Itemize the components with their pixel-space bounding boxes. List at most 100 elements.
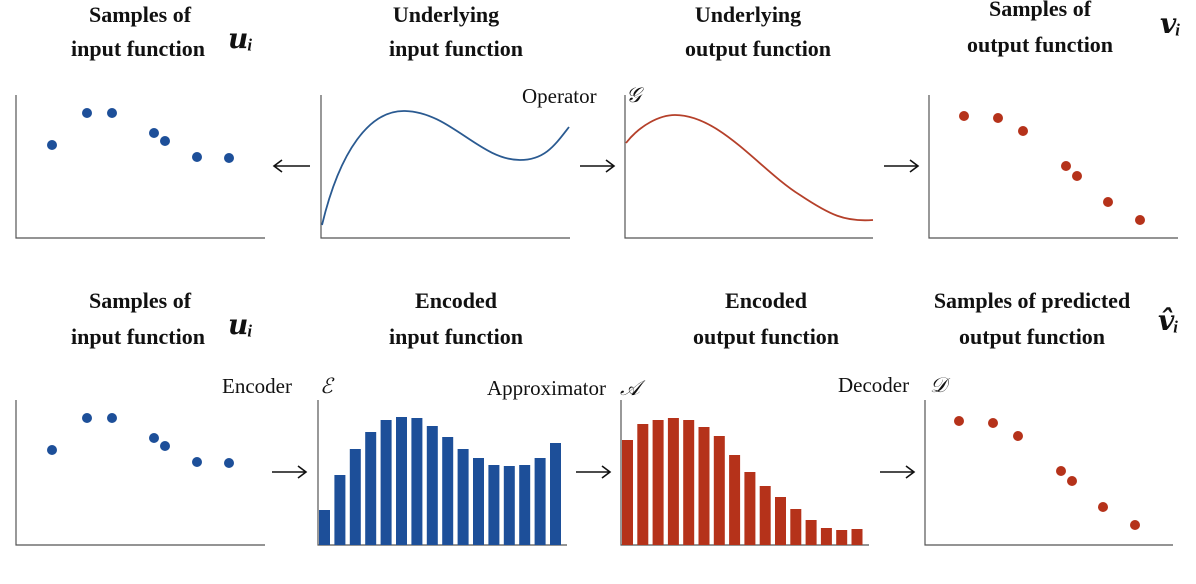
sample-dot — [1061, 161, 1071, 171]
axis — [15, 400, 265, 546]
encoded-bar — [519, 465, 531, 545]
encoded-bar — [365, 432, 377, 545]
encoded-bar — [820, 528, 832, 545]
encoded-bar — [334, 475, 346, 545]
arrow — [272, 465, 308, 479]
operator-label: Decoder — [838, 373, 909, 397]
sample-dot — [959, 111, 969, 121]
symbol: 𝒗̂ᵢ — [1158, 306, 1179, 337]
panel-title: Encoded — [415, 288, 497, 313]
sample-dot — [224, 458, 234, 468]
encoded-bar — [667, 418, 679, 545]
sample-dot — [1103, 197, 1113, 207]
encoded-bar — [775, 497, 786, 545]
sample-dot — [107, 413, 117, 423]
arrow — [884, 159, 920, 173]
symbol: 𝒖ᵢ — [228, 310, 253, 341]
panel-title: Encoded — [725, 288, 807, 313]
encoded-bar — [637, 424, 649, 545]
operator-symbol: 𝒟 — [930, 373, 951, 397]
sample-dot — [192, 152, 202, 162]
encoded-bar — [851, 529, 863, 545]
sample-dot — [192, 457, 202, 467]
sample-dot — [149, 128, 159, 138]
operator-labels: Operator 𝒢 Encoder ℰ Approximator 𝒜 Deco… — [222, 83, 951, 400]
axis — [924, 400, 1173, 546]
sample-dot — [988, 418, 998, 428]
encoded-bar — [411, 418, 423, 545]
sample-dot — [224, 153, 234, 163]
encoded-bar — [759, 486, 771, 545]
sample-dot — [82, 413, 92, 423]
arrow — [880, 465, 916, 479]
sample-dot — [47, 445, 57, 455]
arrow — [272, 159, 310, 173]
panel-title: input function — [71, 324, 205, 349]
sample-dot — [1067, 476, 1077, 486]
sample-dot — [107, 108, 117, 118]
panel-title: output function — [685, 36, 831, 61]
encoded-bar — [622, 440, 633, 545]
sample-dot — [160, 136, 170, 146]
operator-symbol: 𝒢 — [626, 83, 644, 107]
panel-title: input function — [71, 36, 205, 61]
symbol: 𝒗ᵢ — [1160, 9, 1181, 40]
sample-dot — [1056, 466, 1066, 476]
encoded-bar — [790, 509, 802, 545]
operator-label: Approximator — [487, 376, 606, 400]
encoded-bar — [319, 510, 330, 545]
panel-title: Samples of predicted — [934, 288, 1130, 313]
encoded-bar — [457, 449, 469, 545]
encoded-bar — [683, 420, 695, 545]
sample-dot — [1072, 171, 1082, 181]
operator-symbol: ℰ — [320, 374, 335, 398]
encoded-bar — [380, 420, 392, 545]
axes — [15, 95, 1178, 546]
panel-title: output function — [693, 324, 839, 349]
axis — [624, 95, 873, 239]
output-curve — [625, 114, 874, 222]
encoded-bar — [503, 466, 515, 545]
encoded-bar — [713, 436, 725, 545]
encoded-bar — [550, 443, 561, 545]
operator-label: Encoder — [222, 374, 292, 398]
sample-dot — [1098, 502, 1108, 512]
sample-dot — [1130, 520, 1140, 530]
panel-title: Underlying — [393, 2, 499, 27]
sample-dot — [160, 441, 170, 451]
axis — [620, 400, 869, 546]
panel-title: Samples of — [89, 288, 192, 313]
arrows — [272, 159, 920, 479]
encoded-bar — [836, 530, 848, 545]
axis — [320, 95, 570, 239]
encoded-bar — [442, 437, 454, 545]
sample-dot — [1013, 431, 1023, 441]
sample-dot — [149, 433, 159, 443]
panel-title: Samples of — [989, 0, 1092, 21]
sample-dot — [47, 140, 57, 150]
encoded-bar — [729, 455, 741, 545]
encoded-bar — [805, 520, 817, 545]
encoded-bar — [652, 420, 664, 545]
sample-dot — [993, 113, 1003, 123]
illustrations — [47, 108, 1145, 545]
encoded-bar — [488, 465, 500, 545]
panel-title: Samples of — [89, 2, 192, 27]
encoded-bar — [426, 426, 438, 545]
operator-label: Operator — [522, 84, 597, 108]
panel-title: output function — [967, 32, 1113, 57]
operator-symbol: 𝒜 — [620, 376, 646, 400]
arrow — [580, 159, 616, 173]
panel-title: input function — [389, 36, 523, 61]
encoded-bar — [744, 472, 756, 545]
panel-title: output function — [959, 324, 1105, 349]
titles: Samples of input function 𝒖ᵢ Underlying … — [71, 0, 1181, 349]
encoded-bar — [473, 458, 484, 545]
encoded-bar — [534, 458, 546, 545]
sample-dot — [1135, 215, 1145, 225]
encoded-bar — [396, 417, 407, 545]
encoded-bar — [349, 449, 361, 545]
sample-dot — [1018, 126, 1028, 136]
input-curve — [321, 110, 570, 226]
